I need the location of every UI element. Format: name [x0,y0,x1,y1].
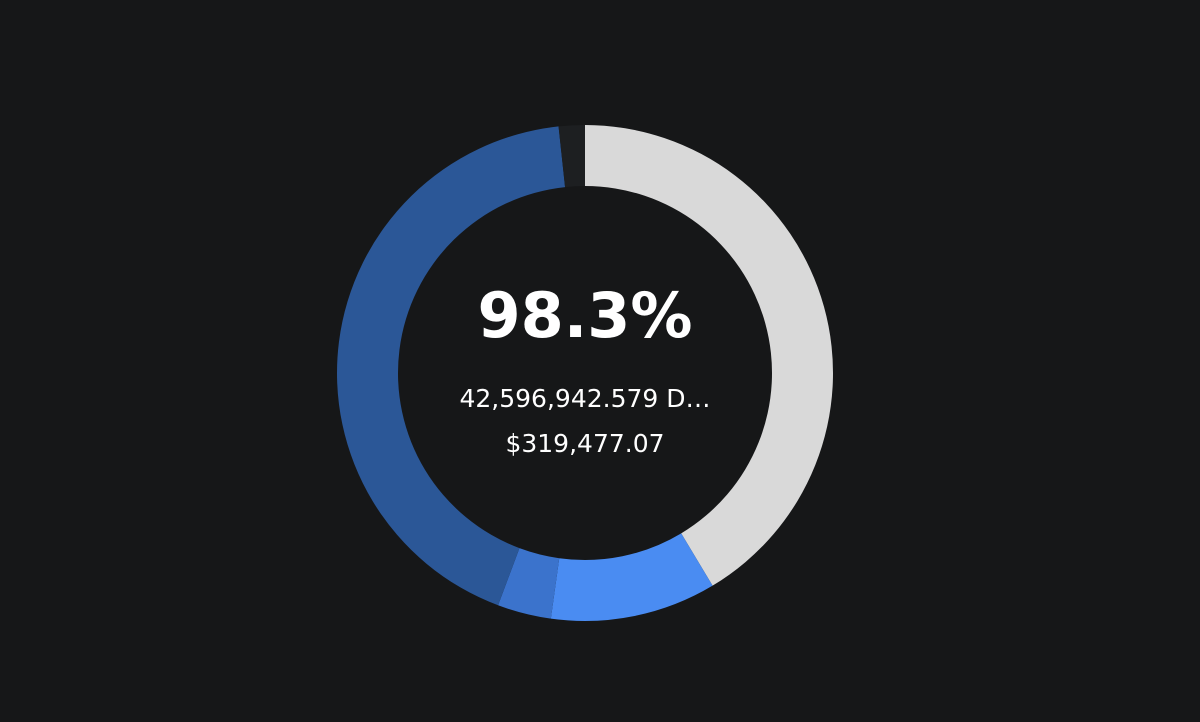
donut-segment [585,125,833,586]
donut-segment [558,125,585,188]
donut-segment [498,548,560,619]
center-line: 42,596,942.579 D… [459,384,710,413]
center-title: 98.3% [477,279,692,352]
donut-segment [337,126,566,606]
arcs [337,125,833,621]
donut-segment [550,533,713,621]
center-line: $319,477.07 [505,429,664,458]
